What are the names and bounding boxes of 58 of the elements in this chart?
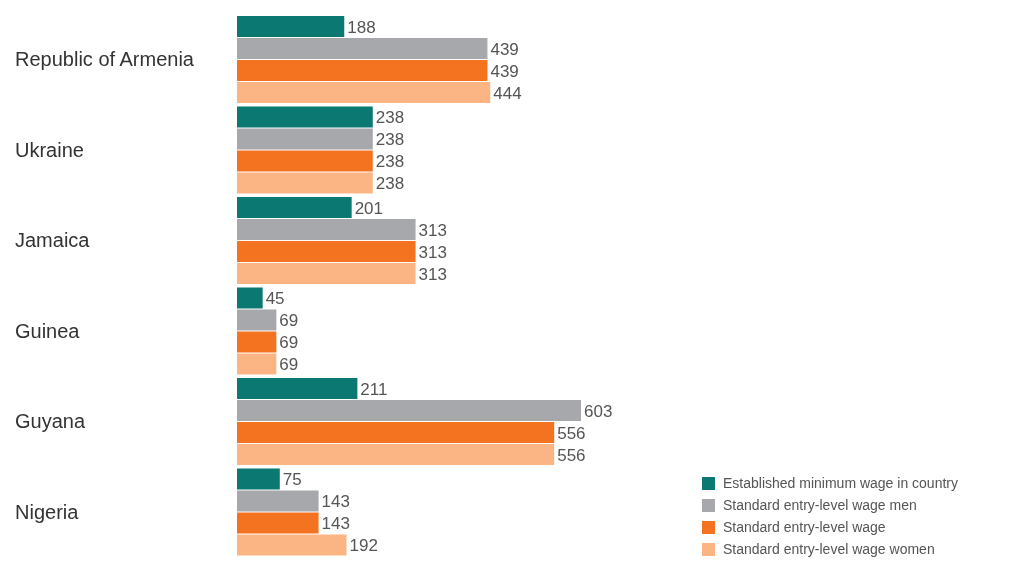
data-label: 313 bbox=[418, 264, 447, 284]
bar bbox=[237, 378, 358, 399]
bar bbox=[237, 490, 319, 512]
data-label: 192 bbox=[349, 536, 378, 556]
data-label: 439 bbox=[490, 61, 519, 81]
y-tick-label: Ukraine bbox=[15, 138, 84, 161]
bar bbox=[237, 241, 416, 262]
bar bbox=[237, 512, 319, 534]
data-label: 201 bbox=[354, 198, 384, 218]
y-tick-label: Republic of Armenia bbox=[15, 48, 195, 71]
bar bbox=[237, 534, 347, 556]
data-label: 238 bbox=[375, 174, 405, 194]
bar bbox=[237, 353, 277, 375]
data-label: 143 bbox=[321, 492, 350, 512]
data-label: 75 bbox=[282, 470, 302, 490]
data-label: 69 bbox=[279, 311, 299, 331]
bar bbox=[237, 197, 352, 218]
bar bbox=[237, 172, 373, 194]
legend-label: Standard entry-level wage bbox=[723, 519, 886, 535]
data-label: 143 bbox=[321, 514, 350, 534]
bar bbox=[237, 150, 373, 172]
data-label: 238 bbox=[375, 152, 405, 172]
data-label: 211 bbox=[360, 379, 388, 399]
bar bbox=[237, 38, 488, 59]
bar bbox=[237, 468, 280, 490]
bar bbox=[237, 287, 263, 309]
legend-label: Established minimum wage in country bbox=[723, 475, 958, 491]
data-label: 45 bbox=[265, 289, 285, 309]
data-label: 69 bbox=[279, 333, 299, 353]
data-label: 238 bbox=[375, 108, 405, 128]
bar bbox=[237, 444, 555, 465]
data-label: 69 bbox=[279, 355, 299, 375]
y-tick-label: Nigeria bbox=[15, 500, 80, 523]
bar bbox=[237, 219, 416, 240]
data-label: 556 bbox=[557, 423, 586, 443]
bar bbox=[237, 82, 491, 103]
data-label: 444 bbox=[493, 83, 522, 103]
data-label: 439 bbox=[490, 39, 519, 59]
data-label: 238 bbox=[375, 130, 405, 150]
y-tick-label: Guinea bbox=[15, 319, 81, 342]
legend-label: Standard entry-level wage men bbox=[723, 497, 917, 513]
bar bbox=[237, 309, 277, 331]
data-label: 556 bbox=[557, 445, 586, 465]
data-label: 603 bbox=[584, 401, 613, 421]
bar bbox=[237, 106, 373, 128]
bar bbox=[237, 128, 373, 150]
legend-label: Standard entry-level wage women bbox=[723, 541, 935, 557]
data-label: 188 bbox=[347, 17, 376, 37]
bar bbox=[237, 16, 345, 37]
bar bbox=[237, 263, 416, 284]
y-tick-label: Jamaica bbox=[15, 229, 91, 252]
bar bbox=[237, 331, 277, 353]
data-label: 313 bbox=[418, 242, 447, 262]
bar bbox=[237, 400, 581, 421]
data-label: 313 bbox=[418, 220, 447, 240]
bar bbox=[237, 422, 555, 443]
y-tick-label: Guyana bbox=[15, 410, 86, 433]
bar bbox=[237, 60, 488, 81]
